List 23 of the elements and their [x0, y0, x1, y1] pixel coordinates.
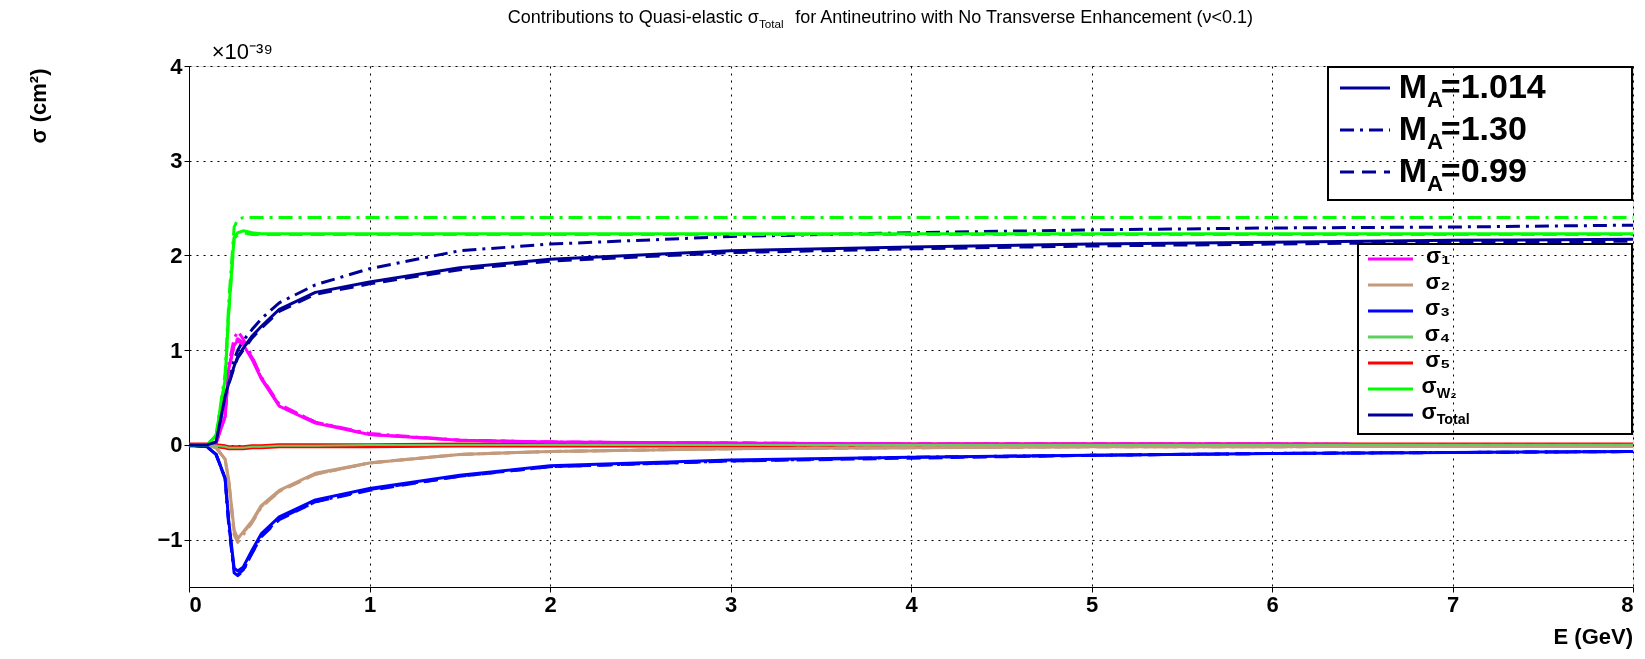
- x-tick-label: 5: [1085, 591, 1099, 617]
- y-axis-title: σ (cm²): [26, 68, 51, 144]
- legend-label: σ₃: [1425, 295, 1451, 320]
- y-tick-label: 3: [170, 148, 183, 174]
- y-tick-label: 2: [170, 242, 183, 268]
- x-tick-label: 7: [1446, 591, 1460, 617]
- legend-label: σ₅: [1425, 347, 1451, 372]
- x-tick-label: 4: [905, 591, 919, 617]
- y-tick-label: 0: [170, 432, 183, 458]
- legend-label: σ₂: [1425, 269, 1451, 294]
- y-tick-label: −1: [157, 527, 183, 553]
- x-tick-label: 2: [544, 591, 557, 617]
- x-tick-label: 8: [1621, 591, 1634, 617]
- x-tick-label: 6: [1266, 591, 1279, 617]
- x-tick-label: 3: [724, 591, 738, 617]
- legend-label: σ₁: [1426, 243, 1451, 268]
- legend-label: σ₄: [1424, 321, 1451, 346]
- text: ×10⁻³⁹: [211, 39, 273, 64]
- y-tick-label: 4: [170, 53, 184, 79]
- y-tick-label: 1: [170, 337, 183, 363]
- x-tick-label: 0: [189, 591, 202, 617]
- x-axis-title: E (GeV): [1553, 624, 1633, 649]
- x-tick-label: 1: [363, 591, 377, 617]
